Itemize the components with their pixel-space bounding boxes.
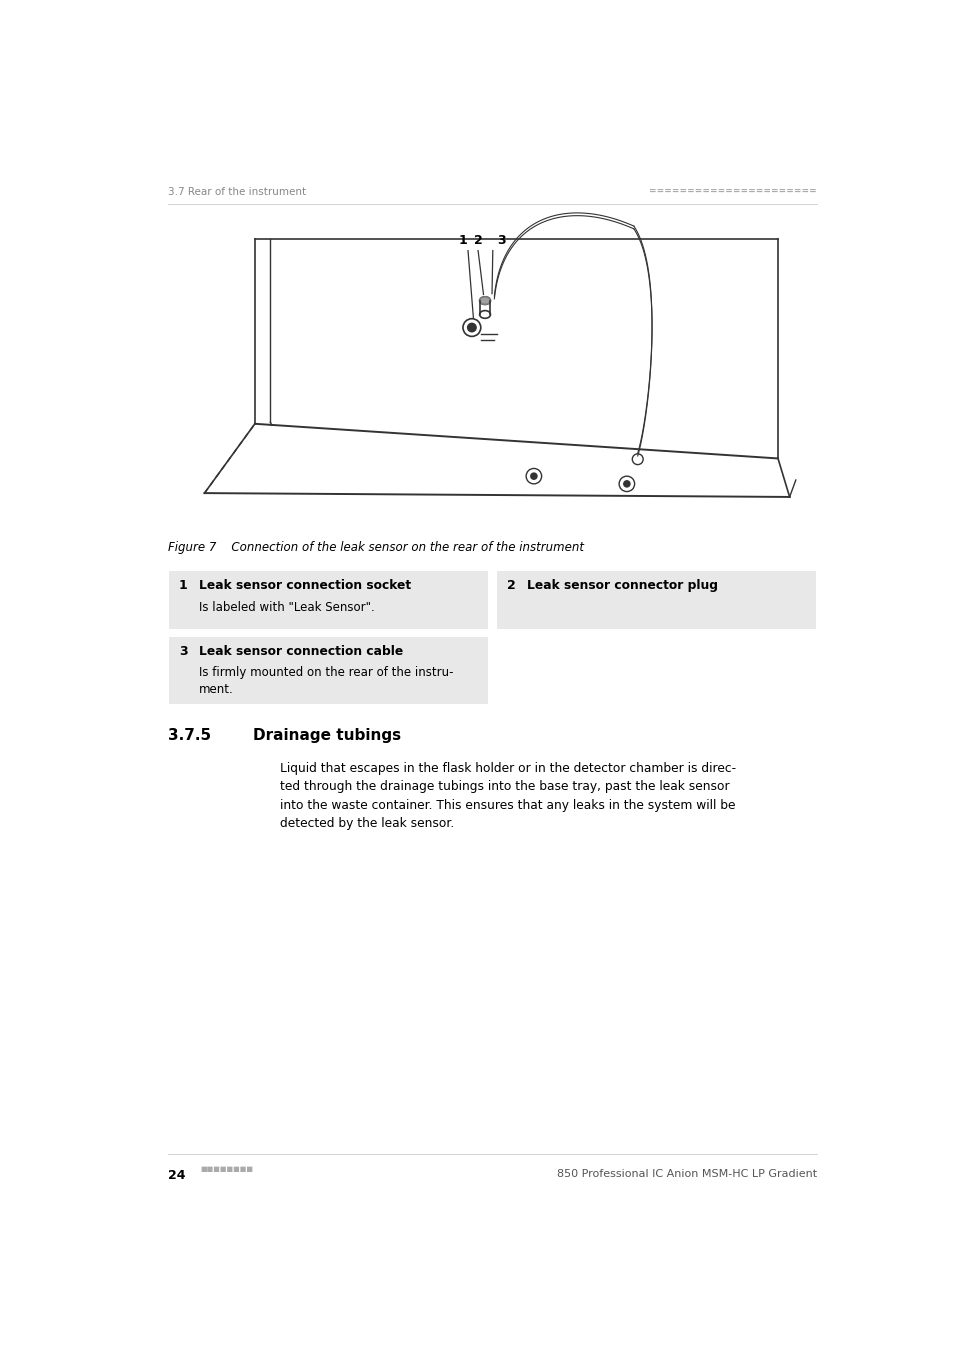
Text: Drainage tubings: Drainage tubings xyxy=(253,728,401,743)
Text: 850 Professional IC Anion MSM-HC LP Gradient: 850 Professional IC Anion MSM-HC LP Grad… xyxy=(556,1169,816,1179)
Text: Leak sensor connection cable: Leak sensor connection cable xyxy=(199,645,403,657)
Text: 3: 3 xyxy=(497,235,505,247)
Text: ■■■■■■■■: ■■■■■■■■ xyxy=(200,1166,253,1172)
Text: 3.7.5: 3.7.5 xyxy=(168,728,211,743)
Text: 3.7 Rear of the instrument: 3.7 Rear of the instrument xyxy=(168,186,306,197)
Text: 2: 2 xyxy=(507,579,516,593)
Text: 24: 24 xyxy=(168,1169,186,1183)
Circle shape xyxy=(623,481,629,487)
Text: Is labeled with "Leak Sensor".: Is labeled with "Leak Sensor". xyxy=(199,601,375,614)
FancyBboxPatch shape xyxy=(496,570,816,630)
FancyBboxPatch shape xyxy=(168,636,488,705)
Text: 1: 1 xyxy=(457,235,466,247)
Text: ======================: ====================== xyxy=(648,186,816,196)
Text: Leak sensor connection socket: Leak sensor connection socket xyxy=(199,579,411,593)
Circle shape xyxy=(467,323,476,332)
Text: Figure 7    Connection of the leak sensor on the rear of the instrument: Figure 7 Connection of the leak sensor o… xyxy=(168,541,583,554)
Text: 1: 1 xyxy=(179,579,188,593)
Text: Liquid that escapes in the flask holder or in the detector chamber is direc-
ted: Liquid that escapes in the flask holder … xyxy=(280,761,736,830)
Text: 3: 3 xyxy=(179,645,188,657)
FancyBboxPatch shape xyxy=(168,570,488,630)
Text: 2: 2 xyxy=(474,235,482,247)
Text: Leak sensor connector plug: Leak sensor connector plug xyxy=(527,579,718,593)
Ellipse shape xyxy=(479,297,490,305)
Text: Is firmly mounted on the rear of the instru-
ment.: Is firmly mounted on the rear of the ins… xyxy=(199,667,453,697)
Circle shape xyxy=(530,472,537,479)
